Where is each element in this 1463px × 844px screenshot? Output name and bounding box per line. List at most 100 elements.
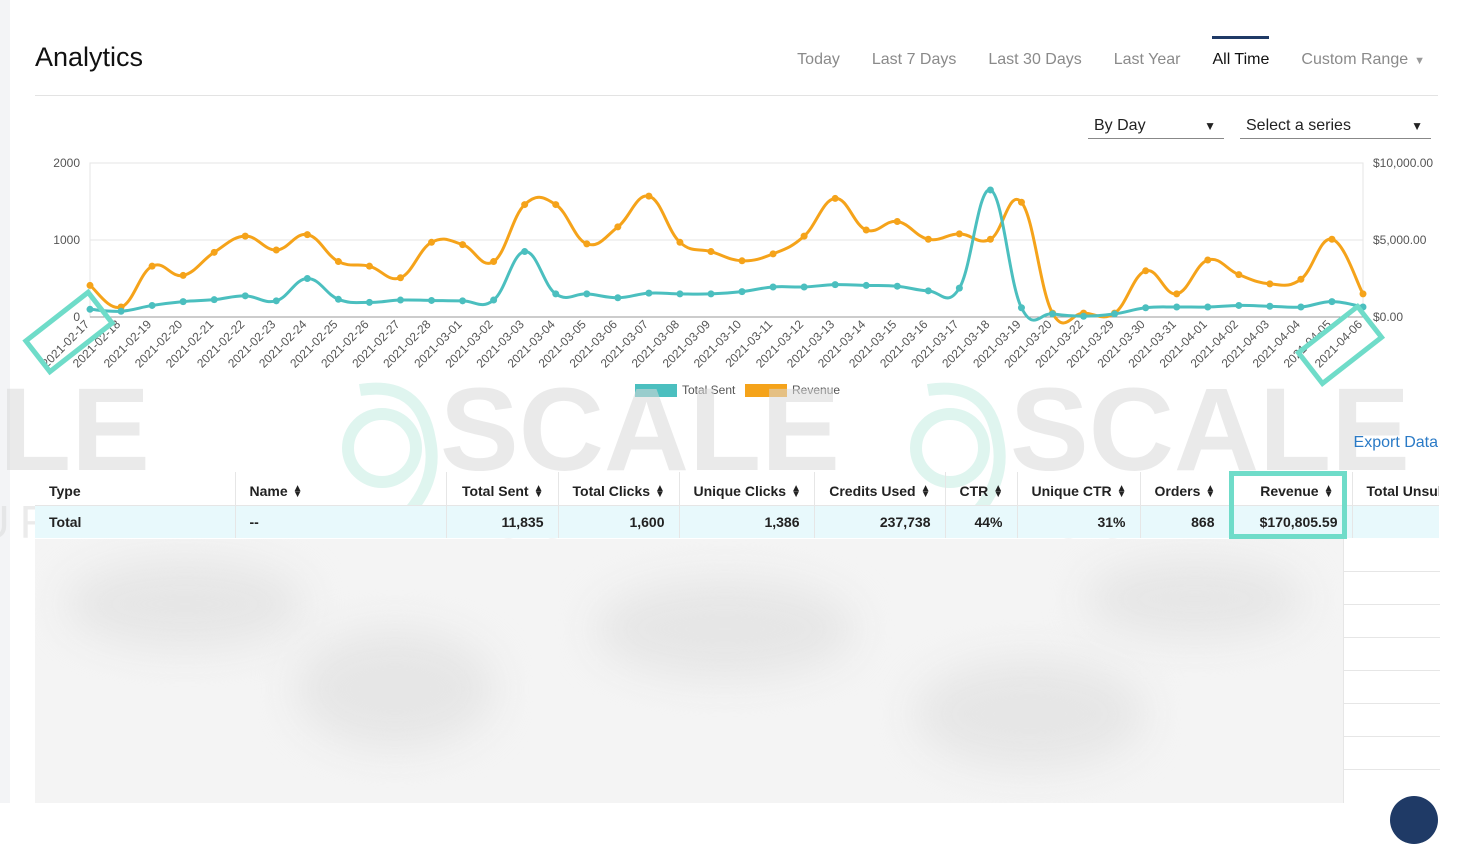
data-point-revenue: [800, 232, 808, 240]
data-point-total-sent: [1111, 310, 1119, 318]
tab-custom-range[interactable]: Custom Range ▼: [1301, 51, 1425, 68]
data-point-total-sent: [365, 298, 373, 306]
legend-label-total-sent: Total Sent: [682, 383, 736, 397]
data-point-total-sent: [986, 186, 994, 194]
tab-last-30-days[interactable]: Last 30 Days: [988, 51, 1082, 68]
cell-ctr: 44%: [945, 505, 1018, 538]
y-right-tick-label: $5,000.00: [1373, 233, 1427, 247]
table-row-total: Total -- 11,835 1,600 1,386 237,738 44% …: [35, 505, 1439, 538]
y-right-tick-label: $0.00: [1373, 310, 1403, 324]
cell-total-sent: 11,835: [446, 505, 559, 538]
data-point-revenue: [707, 248, 715, 256]
data-point-total-sent: [1235, 301, 1243, 309]
data-point-total-sent: [117, 307, 125, 315]
data-point-revenue: [179, 271, 187, 279]
column-header-total-sent[interactable]: Total Sent ▲ ▼: [446, 472, 559, 506]
tab-all-time[interactable]: All Time: [1212, 36, 1269, 72]
data-point-revenue: [1266, 280, 1274, 288]
data-point-total-sent: [334, 295, 342, 303]
series-select-value: Select a series: [1246, 116, 1351, 134]
legend-swatch-revenue: [745, 384, 787, 397]
tab-today[interactable]: Today: [797, 51, 840, 68]
data-point-total-sent: [1142, 304, 1150, 312]
left-rail: [0, 0, 10, 803]
sort-icon: ▲ ▼: [1205, 482, 1216, 500]
data-point-total-sent: [1173, 303, 1181, 311]
caret-down-icon: ▼: [1414, 55, 1425, 67]
column-header-total-unsub[interactable]: Total Unsub: [1352, 472, 1439, 506]
data-point-total-sent: [862, 281, 870, 289]
cell-orders: 868: [1140, 505, 1230, 538]
data-point-total-sent: [428, 296, 436, 304]
data-point-total-sent: [241, 292, 249, 300]
data-point-total-sent: [210, 296, 218, 304]
data-point-total-sent: [924, 287, 932, 295]
legend-label-revenue: Revenue: [792, 383, 840, 397]
data-point-total-sent: [955, 284, 963, 292]
data-point-total-sent: [1297, 303, 1305, 311]
data-point-revenue: [1297, 275, 1305, 283]
data-point-total-sent: [1080, 312, 1088, 320]
tab-last-year[interactable]: Last Year: [1113, 51, 1181, 68]
cell-revenue: $170,805.59: [1229, 505, 1353, 538]
data-point-total-sent: [1359, 303, 1367, 311]
series-line-total-sent: [89, 188, 1364, 322]
column-header-type[interactable]: Type: [35, 472, 236, 506]
sort-icon: ▲ ▼: [791, 482, 801, 500]
data-point-total-sent: [893, 282, 901, 290]
column-header-revenue[interactable]: Revenue ▲ ▼: [1229, 472, 1353, 506]
column-header-unique-clicks[interactable]: Unique Clicks ▲ ▼: [679, 472, 815, 506]
data-point-revenue: [1173, 290, 1181, 298]
data-point-total-sent: [583, 290, 591, 298]
stats-table: Type Name ▲ ▼ Total Sent ▲ ▼ Total Clicks ▲ ▼ …: [35, 472, 1439, 538]
table-row-lines: [1343, 539, 1440, 803]
blurred-table-rows: [35, 539, 1343, 803]
data-point-revenue: [86, 281, 94, 289]
period-select-value: By Day: [1094, 116, 1146, 134]
sort-icon: ▲ ▼: [1116, 482, 1127, 500]
data-point-revenue: [614, 223, 622, 231]
export-data-link[interactable]: Export Data: [1353, 434, 1438, 451]
column-header-orders[interactable]: Orders ▲ ▼: [1140, 472, 1230, 506]
data-point-revenue: [583, 240, 591, 248]
series-line-revenue: [89, 194, 1365, 325]
cell-credits-used: 237,738: [814, 505, 946, 538]
cell-total-unsub: [1352, 505, 1439, 538]
sort-icon: ▲ ▼: [920, 482, 931, 500]
sort-icon: ▲ ▼: [655, 482, 665, 500]
period-select[interactable]: By Day ▼: [1088, 113, 1224, 139]
cell-total-clicks: 1,600: [558, 505, 680, 538]
data-point-total-sent: [614, 294, 622, 302]
column-header-ctr[interactable]: CTR ▲ ▼: [945, 472, 1018, 506]
data-point-total-sent: [800, 283, 808, 291]
data-point-total-sent: [769, 283, 777, 291]
column-header-total-clicks[interactable]: Total Clicks ▲ ▼: [558, 472, 680, 506]
y-right-tick-label: $10,000.00: [1373, 156, 1433, 170]
data-point-revenue: [893, 218, 901, 226]
analytics-chart: 010002000$0.00$5,000.00$10,000.002021-02…: [39, 156, 1433, 397]
data-point-total-sent: [738, 288, 746, 296]
sort-icon: ▲ ▼: [993, 482, 1004, 500]
data-point-total-sent: [1049, 310, 1057, 318]
column-header-name[interactable]: Name ▲ ▼: [235, 472, 447, 506]
y-left-tick-label: 1000: [53, 233, 80, 247]
legend-swatch-total-sent: [635, 384, 677, 397]
data-point-revenue: [1328, 235, 1336, 243]
data-point-total-sent: [490, 296, 498, 304]
data-point-total-sent: [1017, 304, 1025, 312]
data-point-revenue: [148, 262, 156, 270]
column-header-unique-ctr[interactable]: Unique CTR ▲ ▼: [1017, 472, 1141, 506]
data-point-revenue: [272, 246, 280, 254]
tab-last-7-days[interactable]: Last 7 Days: [871, 51, 957, 68]
data-point-total-sent: [552, 290, 560, 298]
column-header-credits-used[interactable]: Credits Used ▲ ▼: [814, 472, 946, 506]
caret-down-icon: ▼: [1411, 118, 1423, 133]
series-select[interactable]: Select a series ▼: [1240, 113, 1431, 139]
data-point-total-sent: [521, 248, 529, 256]
data-point-total-sent: [831, 281, 839, 289]
data-point-revenue: [1204, 256, 1212, 264]
chat-widget-button[interactable]: [1390, 796, 1438, 844]
data-point-revenue: [645, 192, 653, 200]
data-point-revenue: [428, 238, 436, 246]
data-point-total-sent: [179, 298, 187, 306]
